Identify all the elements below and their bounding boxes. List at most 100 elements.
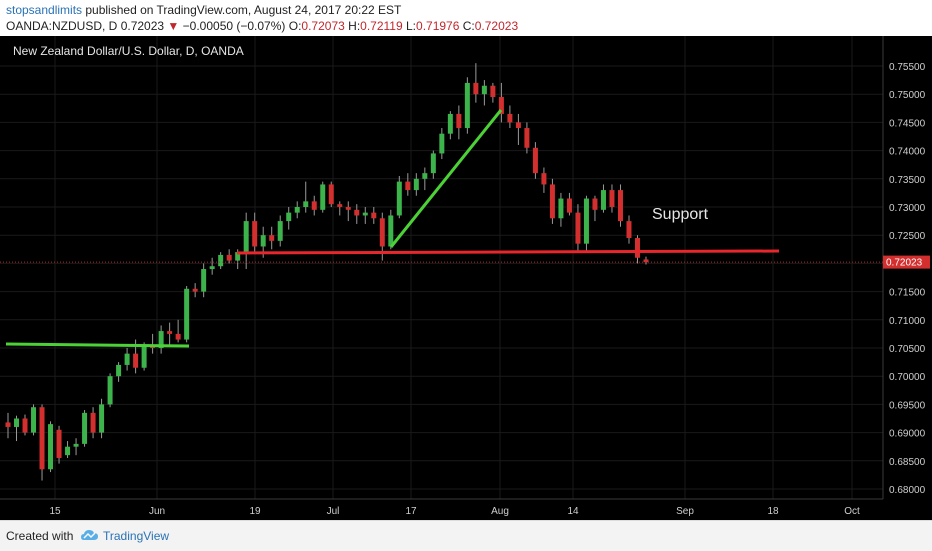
candle-down[interactable] — [498, 97, 504, 114]
x-tick-label: Jul — [327, 506, 340, 517]
candle-down[interactable] — [192, 288, 198, 292]
candle-down[interactable] — [379, 218, 385, 247]
candle-up[interactable] — [464, 82, 470, 129]
candle-down[interactable] — [592, 198, 598, 210]
candle-up[interactable] — [430, 153, 436, 174]
candle-up[interactable] — [600, 190, 606, 210]
candle-down[interactable] — [337, 204, 343, 207]
candle-up[interactable] — [243, 221, 249, 253]
candle-up[interactable] — [201, 269, 207, 292]
candle-down[interactable] — [133, 353, 139, 368]
candlestick-chart[interactable]: 0.75500 0.75000 0.74500 0.74000 0.73500 0.730… — [0, 36, 932, 520]
candle-up[interactable] — [141, 345, 147, 368]
candle-up[interactable] — [31, 407, 37, 433]
candle-up[interactable] — [362, 212, 368, 216]
candle-down[interactable] — [575, 212, 581, 244]
rising-trendline[interactable] — [389, 109, 503, 248]
candle-down[interactable] — [345, 207, 351, 210]
candle-up[interactable] — [116, 364, 122, 377]
last-price-badge-label: 0.72023 — [886, 258, 923, 269]
candle-up[interactable] — [447, 113, 453, 134]
support-annotation[interactable]: Support — [652, 206, 709, 223]
candle-up[interactable] — [235, 252, 241, 261]
candle-down[interactable] — [473, 82, 479, 95]
candle-up[interactable] — [82, 412, 88, 444]
candle-up[interactable] — [413, 178, 419, 191]
candle-down[interactable] — [541, 173, 547, 185]
candle-down[interactable] — [634, 238, 640, 258]
candle-up[interactable] — [99, 404, 105, 433]
candle-down[interactable] — [167, 331, 173, 334]
candle-down[interactable] — [643, 259, 649, 263]
author-link[interactable]: stopsandlimits — [6, 3, 83, 17]
candle-up[interactable] — [158, 331, 164, 348]
candle-up[interactable] — [107, 376, 113, 405]
high-label: H: — [348, 19, 361, 33]
y-tick-label: 0.74000 — [889, 147, 926, 158]
candle-up[interactable] — [558, 198, 564, 219]
candle-down[interactable] — [507, 113, 513, 123]
candle-down[interactable] — [549, 184, 555, 219]
support-trendline-left[interactable] — [5, 342, 190, 348]
x-tick-label: 17 — [405, 506, 417, 517]
candle-up[interactable] — [422, 173, 428, 179]
candle-down[interactable] — [456, 113, 462, 129]
candle-down[interactable] — [524, 128, 530, 148]
support-level-line[interactable] — [236, 249, 780, 255]
candle-up[interactable] — [48, 424, 54, 470]
candle-up[interactable] — [65, 446, 71, 456]
candle-up[interactable] — [320, 184, 326, 210]
close-label: C: — [462, 19, 475, 33]
candle-down[interactable] — [371, 212, 377, 219]
candle-up[interactable] — [184, 288, 190, 340]
candle-down[interactable] — [515, 122, 521, 129]
candle-up[interactable] — [277, 221, 283, 241]
candle-up[interactable] — [14, 418, 20, 427]
candle-down[interactable] — [5, 422, 11, 427]
candle-up[interactable] — [218, 254, 224, 267]
y-tick-label: 0.70000 — [889, 372, 926, 383]
candle-up[interactable] — [209, 266, 215, 270]
candle-down[interactable] — [252, 221, 258, 247]
open-label: O: — [288, 19, 302, 33]
header: stopsandlimits published on TradingView.… — [0, 0, 932, 36]
candle-down[interactable] — [39, 407, 45, 470]
candle-down[interactable] — [311, 201, 317, 210]
candle-up[interactable] — [260, 235, 266, 247]
low-value: 0.71976 — [416, 19, 460, 33]
candle-down[interactable] — [405, 181, 411, 191]
candle-up[interactable] — [439, 133, 445, 154]
tradingview-cloud-icon[interactable] — [80, 527, 100, 543]
candle-down[interactable] — [90, 412, 96, 433]
candle-down[interactable] — [626, 221, 632, 239]
x-tick-label: Sep — [676, 506, 694, 517]
candle-down[interactable] — [566, 198, 572, 213]
y-tick-label: 0.73500 — [889, 175, 926, 186]
candle-up[interactable] — [286, 212, 292, 222]
candle-down[interactable] — [354, 209, 360, 216]
chart-panel[interactable]: 0.75500 0.75000 0.74500 0.74000 0.73500 0.730… — [0, 36, 932, 520]
open-value: 0.72073 — [301, 19, 345, 33]
candle-up[interactable] — [124, 353, 130, 365]
candle-up[interactable] — [388, 215, 394, 247]
candle-down[interactable] — [226, 254, 232, 261]
footer: Created with TradingView — [0, 520, 932, 551]
candle-up[interactable] — [294, 207, 300, 213]
candle-up[interactable] — [396, 181, 402, 216]
candle-down[interactable] — [22, 418, 28, 433]
candle-up[interactable] — [303, 201, 309, 207]
tradingview-link[interactable]: TradingView — [103, 529, 170, 543]
candle-down[interactable] — [490, 85, 496, 98]
candle-up[interactable] — [583, 198, 589, 244]
candle-down[interactable] — [532, 147, 538, 174]
y-tick-label: 0.73000 — [889, 203, 926, 214]
candle-down[interactable] — [269, 235, 275, 241]
published-text: published on TradingView.com, August 24,… — [82, 3, 402, 17]
candle-down[interactable] — [175, 333, 181, 340]
candle-down[interactable] — [56, 429, 62, 458]
candle-up[interactable] — [73, 443, 79, 447]
candle-down[interactable] — [617, 190, 623, 222]
candle-up[interactable] — [481, 85, 487, 95]
candle-down[interactable] — [609, 190, 615, 207]
candle-down[interactable] — [328, 184, 334, 205]
